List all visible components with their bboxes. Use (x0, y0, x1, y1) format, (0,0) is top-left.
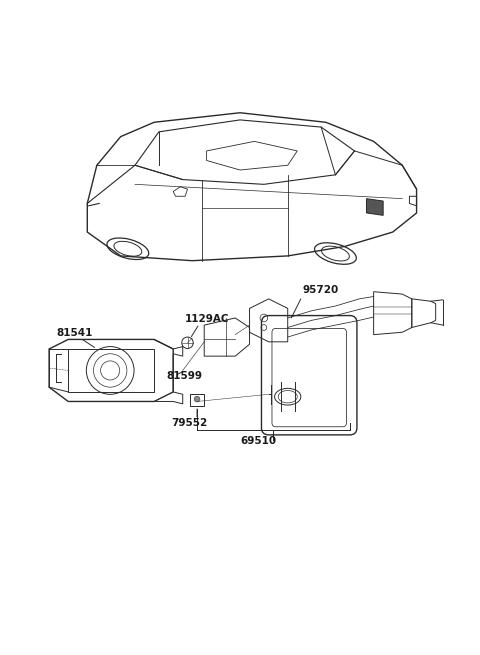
Polygon shape (366, 198, 383, 215)
Text: 81541: 81541 (56, 328, 93, 338)
Text: 69510: 69510 (240, 436, 276, 447)
Text: 79552: 79552 (171, 419, 207, 428)
Circle shape (194, 396, 200, 402)
Text: 81599: 81599 (166, 371, 202, 381)
Text: 1129AC: 1129AC (185, 314, 229, 324)
Text: 95720: 95720 (302, 285, 338, 295)
